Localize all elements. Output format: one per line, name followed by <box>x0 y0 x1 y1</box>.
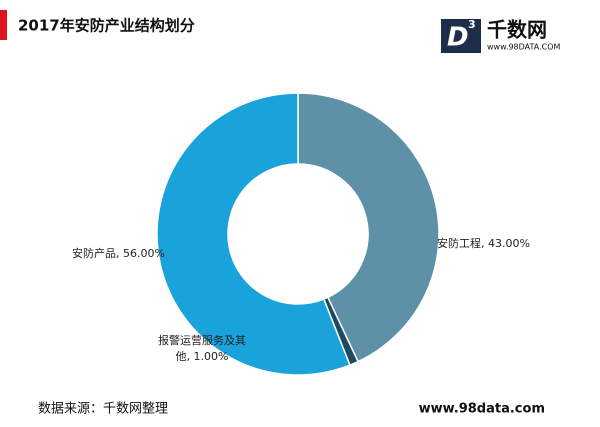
chart-title: 2017年安防产业结构划分 <box>18 17 195 35</box>
donut-slice <box>156 92 351 376</box>
logo-name: 千数网 <box>487 18 547 42</box>
data-label: 安防产品, 56.00% <box>72 246 212 262</box>
donut-slice <box>297 92 440 363</box>
data-label: 报警运营服务及其他, 1.00% <box>150 333 254 365</box>
value-label: 1.00% <box>193 350 229 363</box>
title-accent <box>0 10 7 40</box>
logo-url: www.98DATA.COM <box>487 43 561 52</box>
logo-box <box>441 19 481 53</box>
logo-mark: D <box>447 23 469 53</box>
data-label: 安防工程, 43.00% <box>437 236 577 252</box>
value-label: 43.00% <box>488 237 530 250</box>
label-separator: , <box>481 237 488 250</box>
label-separator: , <box>186 350 194 363</box>
value-label: 56.00% <box>123 247 165 260</box>
source-note: 数据来源：千数网整理 <box>38 402 168 417</box>
category-label: 安防产品 <box>72 247 116 260</box>
category-label: 报警运营服务及其他 <box>158 334 246 363</box>
category-label: 安防工程 <box>437 237 481 250</box>
site-url: www.98data.com <box>419 402 545 417</box>
logo-mark-sup: 3 <box>468 18 476 31</box>
label-separator: , <box>116 247 123 260</box>
